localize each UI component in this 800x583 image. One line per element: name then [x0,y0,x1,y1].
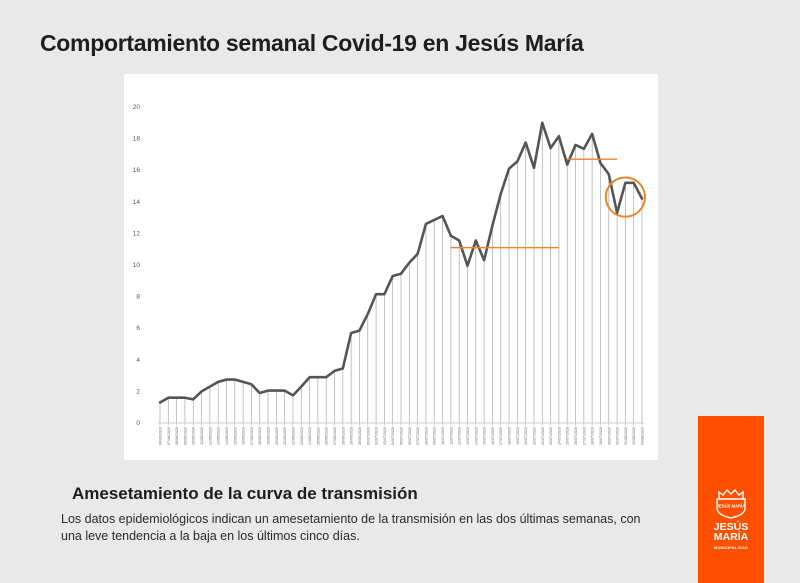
x-axis: 06/06/2020 07/06/2020 08/06/2020 09/06/2020… [158,422,645,445]
x-tick-label: 19/06/2020 [267,427,271,445]
x-tick-label: 15/07/2020 [483,427,487,445]
area-spikes [159,122,643,423]
x-tick-label: 14/07/2020 [474,427,478,445]
x-tick-label: 08/06/2020 [175,427,179,445]
x-tick-label: 02/07/2020 [375,427,379,445]
x-tick-label: 18/06/2020 [258,427,262,445]
x-tick-label: 02/08/2020 [632,427,636,445]
x-tick-label: 25/07/2020 [566,427,570,445]
x-tick-label: 29/06/2020 [350,427,354,445]
x-tick-label: 16/07/2020 [491,427,495,445]
logo-subtitle: MUNICIPALIDAD [713,545,749,550]
chart-subtitle: Amesetamiento de la curva de transmisión [72,484,418,503]
logo-emblem-icon: JESÚS MARÍA [716,488,746,519]
covid-weekly-chart: 0 2 4 6 8 10 12 14 16 18 20 06/06/2020 07/06/2020 08… [133,104,646,445]
x-tick-label: 09/06/2020 [183,427,187,445]
y-tick-label: 4 [136,357,140,364]
chart-description: Los datos epidemiológicos indican un ame… [61,512,641,543]
series-line-path [158,121,644,404]
chart-card: 0 2 4 6 8 10 12 14 16 18 20 06/06/2020 07/06/2020 08… [124,74,658,460]
x-tick-label: 22/06/2020 [291,427,295,445]
x-tick-label: 13/06/2020 [217,427,221,445]
x-tick-label: 26/07/2020 [574,427,578,445]
x-tick-label: 01/07/2020 [366,427,370,445]
y-tick-label: 12 [133,230,141,237]
page-title: Comportamiento semanal Covid-19 en Jesús… [40,30,584,56]
x-tick-label: 12/07/2020 [458,427,462,445]
x-tick-label: 13/07/2020 [466,427,470,445]
x-tick-label: 27/06/2020 [333,427,337,445]
x-tick-label: 28/06/2020 [341,427,345,445]
x-tick-label: 01/08/2020 [624,427,628,445]
y-tick-label: 18 [133,136,141,143]
y-tick-label: 14 [133,199,141,206]
x-tick-label: 03/08/2020 [641,427,645,445]
x-tick-label: 28/07/2020 [591,427,595,445]
x-tick-label: 15/06/2020 [233,427,237,445]
x-tick-label: 26/06/2020 [325,427,329,445]
x-tick-label: 14/06/2020 [225,427,229,445]
x-tick-label: 23/07/2020 [549,427,553,445]
x-tick-label: 22/07/2020 [541,427,545,445]
x-tick-label: 20/07/2020 [524,427,528,445]
highlight-circle [604,176,646,218]
y-tick-label: 6 [136,325,140,332]
x-tick-label: 27/07/2020 [582,427,586,445]
x-tick-label: 29/07/2020 [599,427,603,445]
series-line [158,121,644,404]
x-tick-label: 30/06/2020 [358,427,362,445]
x-tick-label: 07/07/2020 [416,427,420,445]
x-tick-label: 10/06/2020 [192,427,196,445]
x-tick-label: 05/07/2020 [400,427,404,445]
x-tick-label: 31/07/2020 [616,427,620,445]
x-tick-label: 06/06/2020 [159,427,163,445]
x-tick-label: 19/07/2020 [516,427,520,445]
x-tick-label: 30/07/2020 [607,427,611,445]
x-tick-label: 04/07/2020 [391,427,395,445]
y-tick-label: 8 [136,294,140,301]
x-tick-label: 16/06/2020 [242,427,246,445]
x-tick-label: 09/07/2020 [433,427,437,445]
y-tick-label: 0 [136,420,140,427]
x-tick-label: 24/07/2020 [557,427,561,445]
y-tick-label: 10 [133,262,141,269]
y-axis: 0 2 4 6 8 10 12 14 16 18 20 [133,104,141,427]
x-tick-label: 20/06/2020 [275,427,279,445]
x-tick-label: 23/06/2020 [300,427,304,445]
x-tick-label: 10/07/2020 [441,427,445,445]
x-tick-label: 08/07/2020 [424,427,428,445]
x-tick-label: 18/07/2020 [508,427,512,445]
x-tick-label: 17/07/2020 [499,427,503,445]
x-tick-label: 21/07/2020 [532,427,536,445]
x-tick-label: 25/06/2020 [316,427,320,445]
x-tick-label: 06/07/2020 [408,427,412,445]
x-tick-label: 24/06/2020 [308,427,312,445]
x-tick-label: 07/06/2020 [167,427,171,445]
x-tick-label: 11/07/2020 [449,427,453,445]
y-tick-label: 16 [133,167,141,174]
x-tick-label: 12/06/2020 [208,427,212,445]
x-tick-label: 21/06/2020 [283,427,287,445]
municipality-logo: JESÚS MARÍA JESÚS MARÍA MUNICIPALIDAD [698,416,764,583]
logo-emblem-text: JESÚS MARÍA [717,504,746,509]
y-tick-label: 20 [133,104,141,111]
x-tick-label: 17/06/2020 [250,427,254,445]
x-tick-label: 11/06/2020 [200,427,204,445]
y-tick-label: 2 [136,388,140,395]
annotations [450,158,646,249]
x-tick-label: 03/07/2020 [383,427,387,445]
logo-name: JESÚS MARÍA [713,521,749,543]
